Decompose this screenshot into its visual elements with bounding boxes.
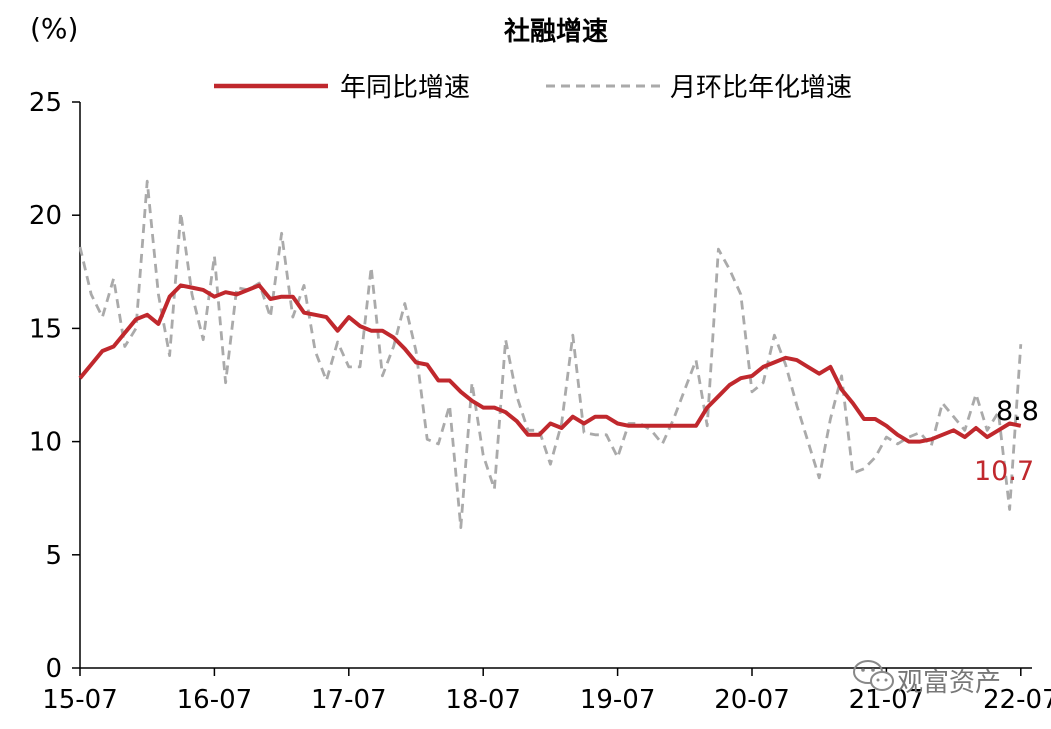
y-tick-label: 10 xyxy=(29,428,62,458)
wechat-icon xyxy=(853,660,894,691)
x-tick-label: 19-07 xyxy=(580,685,656,715)
y-axis: 0 5 10 15 20 25 xyxy=(29,88,81,684)
end-label-mom: 8.8 xyxy=(996,396,1039,427)
series-line-yoy xyxy=(78,283,1022,444)
x-tick-label: 18-07 xyxy=(445,685,521,715)
watermark-text: 观富资产 xyxy=(897,668,1001,698)
legend-label-mom: 月环比年化增速 xyxy=(670,73,852,103)
series-line-mom-annualized xyxy=(78,179,1023,529)
y-tick-label: 0 xyxy=(45,654,62,684)
chart-title: 社融增速 xyxy=(504,16,608,47)
x-tick-label: 20-07 xyxy=(714,685,790,715)
end-label-yoy: 10.7 xyxy=(974,456,1034,487)
legend-label-yoy: 年同比增速 xyxy=(340,73,470,103)
series-layer xyxy=(78,179,1023,529)
unit-label: (%) xyxy=(30,12,78,45)
x-tick-label: 22-07 xyxy=(983,685,1051,715)
y-tick-label: 25 xyxy=(29,88,62,118)
x-tick-label: 15-07 xyxy=(42,685,118,715)
legend: 年同比增速 月环比年化增速 xyxy=(214,73,852,103)
x-axis: 15-07 16-07 17-07 18-07 19-07 20-07 21-07 22-07 xyxy=(42,667,1051,715)
watermark: 观富资产 xyxy=(853,660,1001,698)
y-tick-label: 20 xyxy=(29,201,62,231)
x-tick-label: 16-07 xyxy=(177,685,253,715)
x-tick-label: 17-07 xyxy=(311,685,387,715)
y-tick-label: 15 xyxy=(29,314,62,344)
y-tick-label: 5 xyxy=(45,541,62,571)
